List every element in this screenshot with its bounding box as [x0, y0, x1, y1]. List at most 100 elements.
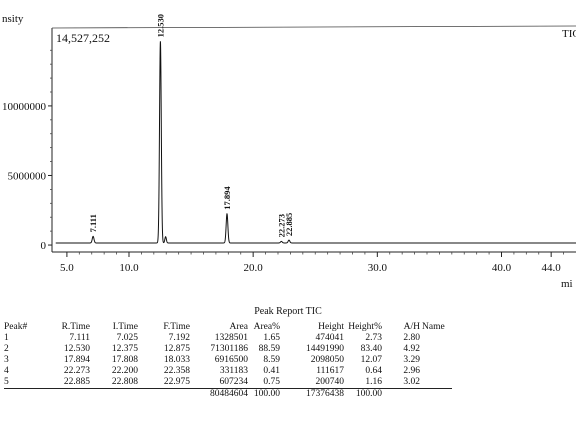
table-cell: 22.975: [163, 377, 190, 387]
table-cell: 22.273: [63, 366, 90, 376]
column-header: R.Time: [61, 322, 90, 332]
table-cell: [420, 333, 452, 344]
table-cell: 2098050: [310, 355, 344, 365]
table-cell: 5: [4, 377, 9, 387]
table-cell: [420, 355, 452, 366]
table-cell: 7.025: [116, 333, 138, 343]
peak-table-header: Peak# R.Time I.Time F.Time Area Area% Height He…: [4, 322, 452, 333]
table-cell: 1.16: [365, 377, 382, 387]
table-cell: 474041: [315, 333, 345, 343]
table-cell: 2.96: [403, 366, 420, 376]
peak-label: 7.111: [88, 214, 98, 232]
table-row: 3 17.894 17.808 18.033 6916500 8.59 2098050 12.…: [4, 355, 452, 366]
table-cell: 1.65: [263, 333, 280, 343]
table-cell: 83.40: [360, 344, 382, 354]
table-cell: 17376438: [280, 388, 344, 400]
y-tick-label: 5000000: [8, 170, 47, 182]
column-header: Height: [318, 322, 344, 332]
peak-report-title: Peak Report TIC: [254, 306, 322, 317]
table-cell: [420, 377, 452, 389]
table-cell: 12.07: [360, 355, 382, 365]
table-cell: 12.875: [163, 344, 190, 354]
peak-label: 17.894: [222, 186, 232, 210]
x-tick-label: 30.0: [368, 262, 388, 274]
table-cell: 8.59: [263, 355, 280, 365]
y-tick-label: 10000000: [2, 101, 47, 113]
table-cell: [420, 366, 452, 377]
table-cell: 100.00: [248, 388, 280, 400]
table-cell: 111617: [316, 366, 344, 376]
table-cell: 22.885: [63, 377, 90, 387]
table-cell: 2.80: [403, 333, 420, 343]
table-row: 4 22.273 22.200 22.358 331183 0.41 111617 0.64 2…: [4, 366, 452, 377]
column-header: I.Time: [112, 322, 138, 332]
table-cell: 22.358: [163, 366, 190, 376]
table-cell: 331183: [219, 366, 248, 376]
table-cell: 0.41: [263, 366, 280, 376]
peak-label: 12.530: [155, 14, 165, 37]
table-cell: 200740: [315, 377, 345, 387]
table-cell: 0.64: [365, 366, 382, 376]
column-header: Area: [229, 322, 248, 332]
x-tick-label: 20.0: [244, 262, 264, 274]
table-cell: 1328501: [214, 333, 248, 343]
table-cell: 2.73: [365, 333, 382, 343]
x-axis-label: mi: [561, 278, 573, 290]
table-cell: [4, 388, 38, 400]
table-cell: 2: [4, 344, 9, 354]
table-cell: 12.530: [63, 344, 90, 354]
table-cell: [90, 388, 138, 400]
table-cell: 14491990: [306, 344, 344, 354]
top-border-line: [51, 25, 576, 29]
totals-row: 80484604 100.00 17376438 100.00: [4, 388, 452, 400]
column-header: Height%: [348, 322, 382, 332]
table-cell: 17.808: [111, 355, 138, 365]
table-cell: [382, 388, 420, 400]
peak-table: Peak# R.Time I.Time F.Time Area Area% Height He…: [4, 322, 452, 400]
max-intensity-label: 14,527,252: [56, 31, 110, 45]
column-header: Peak#: [4, 322, 28, 332]
table-cell: 12.375: [111, 344, 138, 354]
x-tick-label: 40.0: [492, 262, 512, 274]
table-cell: 1: [4, 333, 9, 343]
table-cell: 0.75: [263, 377, 280, 387]
table-cell: [420, 388, 452, 400]
table-cell: 4: [4, 366, 9, 376]
table-cell: 7.192: [168, 333, 190, 343]
table-cell: 18.033: [163, 355, 190, 365]
table-cell: 100.00: [344, 388, 382, 400]
table-cell: 22.200: [111, 366, 138, 376]
table-cell: 3.29: [403, 355, 420, 365]
column-header: A/H: [403, 322, 420, 332]
table-cell: 4.92: [403, 344, 420, 354]
table-row: 2 12.530 12.375 12.875 71301186 88.59 14491990…: [4, 344, 452, 355]
x-tick-label: 10.0: [119, 262, 139, 274]
tic-label: TIC: [562, 28, 576, 40]
tic-trace: [55, 41, 576, 244]
y-axis-label: nsity: [2, 13, 24, 25]
table-row: 5 22.885 22.808 22.975 607234 0.75 200740 1.16 3…: [4, 377, 452, 389]
chromatogram: nsity 14,527,252 TIC mi 0 5000000 10000000…: [2, 13, 576, 290]
table-cell: 80484604: [190, 388, 248, 400]
table-cell: [38, 388, 90, 400]
peak-label: 22.273: [276, 214, 286, 237]
table-cell: 7.111: [69, 333, 90, 343]
y-tick-label: 0: [41, 240, 47, 252]
table-cell: 71301186: [210, 344, 248, 354]
column-header: Name: [422, 322, 445, 332]
table-cell: 88.59: [258, 344, 280, 354]
table-cell: [138, 388, 190, 400]
column-header: F.Time: [163, 322, 190, 332]
table-cell: 3: [4, 355, 9, 365]
x-tick-label: 5.0: [60, 262, 74, 274]
peak-label: 22.885: [284, 213, 294, 236]
table-cell: 6916500: [214, 355, 248, 365]
table-cell: 17.894: [63, 355, 90, 365]
table-cell: 22.808: [111, 377, 138, 387]
table-cell: 607234: [219, 377, 249, 387]
table-cell: 3.02: [403, 377, 420, 387]
x-tick-label: 44.0: [542, 262, 562, 274]
table-row: 1 7.111 7.025 7.192 1328501 1.65 474041 2.73 2.8…: [4, 333, 452, 344]
column-header: Area%: [253, 322, 280, 332]
table-cell: [420, 344, 452, 355]
